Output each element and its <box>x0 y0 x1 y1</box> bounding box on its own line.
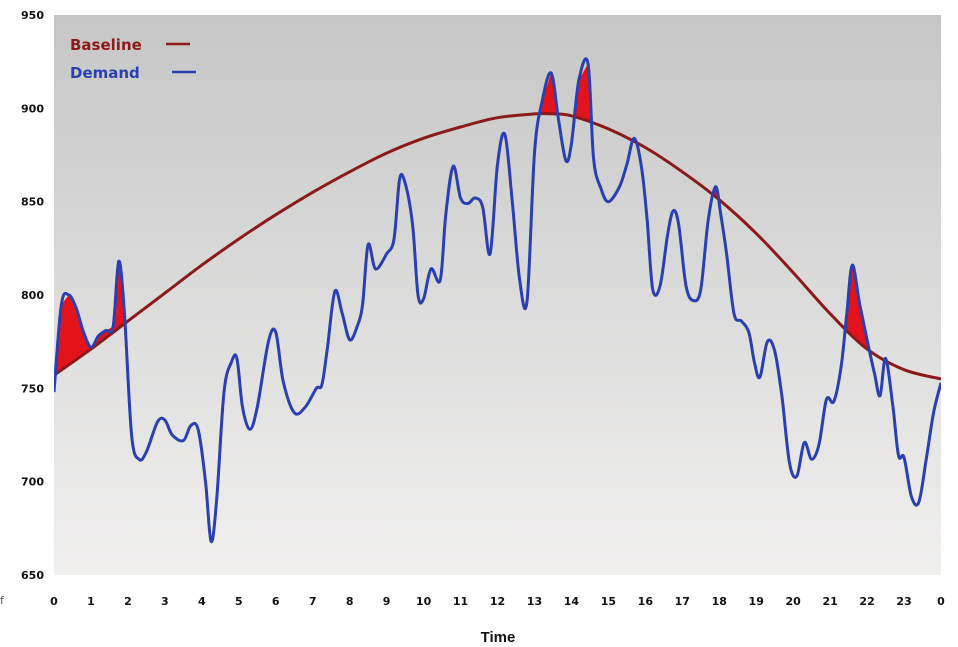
x-tick-label: 6 <box>272 595 280 608</box>
y-tick-label: 800 <box>21 289 44 302</box>
y-tick-label: 650 <box>21 569 44 582</box>
series-layer <box>54 57 941 544</box>
x-tick-label: 20 <box>786 595 802 608</box>
stray-text: f <box>0 594 4 607</box>
excess-area <box>56 264 126 374</box>
baseline-series-line <box>54 112 941 381</box>
legend-label: Baseline <box>70 36 142 54</box>
x-axis-label: Time <box>481 629 516 646</box>
y-tick-label: 750 <box>21 382 44 395</box>
x-tick-label: 19 <box>749 595 764 608</box>
y-tick-label: 700 <box>21 476 44 489</box>
x-tick-label: 9 <box>383 595 391 608</box>
x-tick-label: 1 <box>87 595 95 608</box>
x-tick-label: 21 <box>822 595 837 608</box>
x-tick-label: 7 <box>309 595 317 608</box>
y-axis: 650 700 750 800 850 900 950 <box>21 9 44 582</box>
x-tick-label: 10 <box>416 595 432 608</box>
y-tick-label: 900 <box>21 102 44 115</box>
x-tick-label: 0 <box>50 595 58 608</box>
x-tick-label: 0 <box>937 595 945 608</box>
x-tick-label: 17 <box>675 595 690 608</box>
x-tick-label: 22 <box>859 595 874 608</box>
demand-series-line <box>54 57 941 544</box>
plot-area <box>54 15 941 575</box>
excess-area <box>575 64 592 123</box>
y-tick-label: 850 <box>21 196 44 209</box>
x-tick-label: 13 <box>527 595 542 608</box>
legend: Baseline Demand <box>70 36 196 82</box>
y-tick-label: 950 <box>21 9 44 22</box>
x-tick-label: 12 <box>490 595 505 608</box>
x-tick-label: 4 <box>198 595 206 608</box>
excess-area <box>540 74 558 115</box>
x-tick-label: 15 <box>601 595 616 608</box>
x-axis: 0 1 2 3 4 5 6 7 8 9 10 11 12 13 14 15 16 17 18 19 20 21 22 23 0 <box>50 595 945 608</box>
x-tick-label: 5 <box>235 595 243 608</box>
x-tick-label: 11 <box>453 595 468 608</box>
x-tick-label: 16 <box>638 595 654 608</box>
x-tick-label: 2 <box>124 595 132 608</box>
x-tick-label: 8 <box>346 595 354 608</box>
legend-label: Demand <box>70 64 140 82</box>
x-tick-label: 14 <box>564 595 580 608</box>
x-tick-label: 3 <box>161 595 169 608</box>
x-tick-label: 23 <box>896 595 911 608</box>
x-tick-label: 18 <box>712 595 727 608</box>
